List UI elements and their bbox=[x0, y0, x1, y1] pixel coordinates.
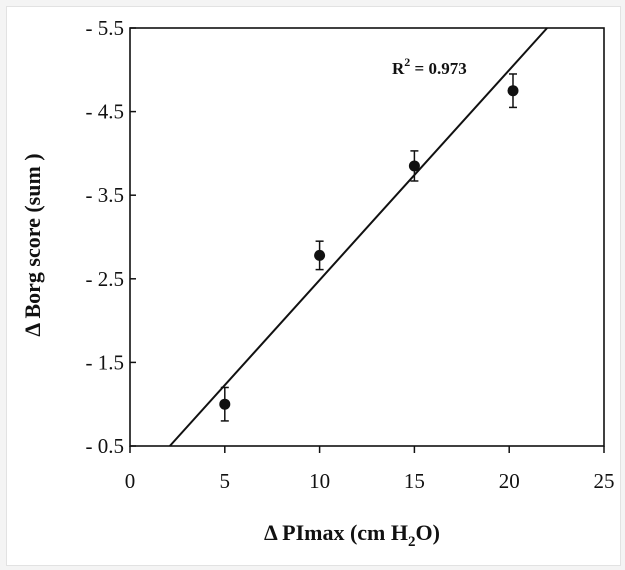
x-axis-label: Δ PImax (cm H2O) bbox=[264, 520, 440, 550]
y-tick-label: - 3.5 bbox=[86, 183, 125, 207]
x-tick-label: 0 bbox=[125, 469, 136, 493]
y-tick-label: - 0.5 bbox=[86, 434, 125, 458]
data-points bbox=[219, 73, 519, 422]
r-squared-annotation: R2 = 0.973 bbox=[392, 55, 467, 78]
data-point bbox=[314, 249, 326, 261]
data-point bbox=[408, 160, 420, 172]
y-axis-label: Δ Borg score (sum ) bbox=[20, 153, 45, 336]
data-point bbox=[219, 398, 231, 410]
y-tick-label: - 1.5 bbox=[86, 350, 125, 374]
x-tick-label: 25 bbox=[594, 469, 615, 493]
y-tick-label: - 4.5 bbox=[86, 100, 125, 124]
x-tick-label: 20 bbox=[499, 469, 520, 493]
x-tick-label: 10 bbox=[309, 469, 330, 493]
y-axis: - 0.5 - 1.5 - 2.5 - 3.5 - 4.5 - 5.5 bbox=[86, 16, 136, 458]
x-tick-label: 5 bbox=[220, 469, 231, 493]
y-tick-label: - 5.5 bbox=[86, 16, 125, 40]
data-point bbox=[507, 85, 519, 97]
x-axis: 0 5 10 15 20 25 bbox=[125, 446, 615, 493]
x-tick-label: 15 bbox=[404, 469, 425, 493]
plot-area bbox=[129, 27, 605, 447]
y-tick-label: - 2.5 bbox=[86, 267, 125, 291]
regression-line bbox=[169, 27, 548, 447]
